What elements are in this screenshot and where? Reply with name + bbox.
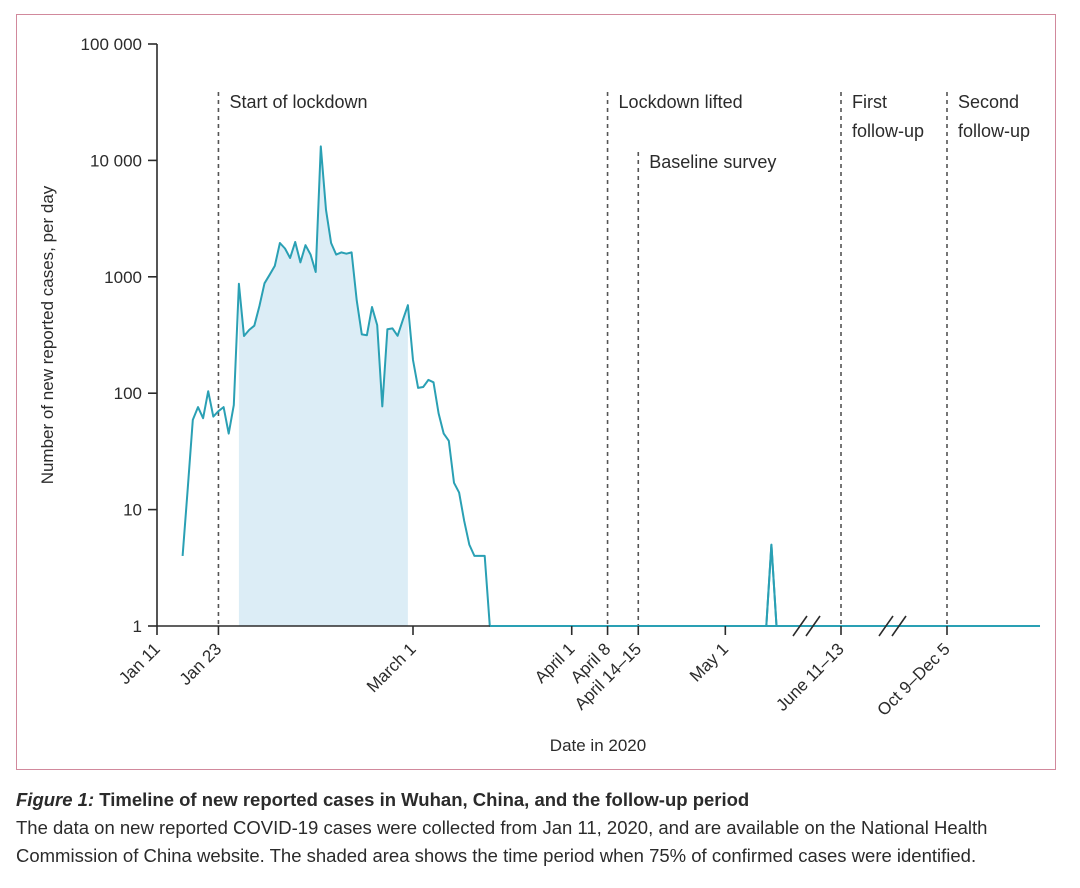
caption-body-line-2: Commission of China website. The shaded …: [16, 845, 977, 866]
event-lines-layer: Start of lockdown Lockdown lifted Baseline…: [217, 92, 1030, 626]
y-axis-title: Number of new reported cases, per day: [38, 185, 57, 484]
x-tick-label: April 1: [531, 639, 579, 687]
event-label: Lockdown lifted: [619, 92, 743, 112]
caption-body-line-1: The data on new reported COVID-19 cases …: [16, 817, 988, 838]
y-tick-label: 10: [123, 501, 142, 520]
y-tick-label: 100: [114, 384, 142, 403]
axis-breaks-layer: [792, 615, 907, 637]
x-tick-label: Oct 9–Dec 5: [874, 639, 954, 719]
x-tick-label: Jan 11: [115, 639, 164, 688]
figure-frame: [16, 14, 1056, 770]
chart: Start of lockdown Lockdown lifted Baseline…: [38, 35, 1041, 755]
y-tick-label: 1: [133, 617, 142, 636]
event-label: Baseline survey: [649, 152, 776, 172]
shaded-region: [238, 146, 408, 626]
shaded-region-layer: [238, 146, 408, 626]
may-spike: [765, 544, 778, 627]
axis-break-mark: [792, 615, 808, 637]
event-label: Start of lockdown: [229, 92, 367, 112]
caption-heading: Figure 1: Timeline of new reported cases…: [16, 786, 1066, 814]
x-axis-title: Date in 2020: [550, 736, 646, 755]
x-tick-label: March 1: [363, 639, 420, 696]
figure-label: Figure 1:: [16, 789, 95, 810]
event-label: follow-up: [852, 121, 924, 141]
x-tick-label: June 11–13: [772, 639, 847, 714]
x-tick-label: Jan 23: [176, 639, 226, 689]
y-tick-label: 10 000: [90, 151, 142, 170]
y-tick-label: 100 000: [81, 35, 142, 54]
event-label: First: [852, 92, 887, 112]
figure-title: Timeline of new reported cases in Wuhan,…: [99, 789, 750, 810]
figure-caption: Figure 1: Timeline of new reported cases…: [16, 786, 1066, 870]
series-line: [181, 145, 1040, 627]
event-label: follow-up: [958, 121, 1030, 141]
event-label: Second: [958, 92, 1019, 112]
axis-break-mark: [805, 615, 821, 637]
y-tick-label: 1000: [104, 268, 142, 287]
axis-break-mark: [878, 615, 894, 637]
x-tick-label: May 1: [686, 639, 732, 685]
axis-break-mark: [891, 615, 907, 637]
